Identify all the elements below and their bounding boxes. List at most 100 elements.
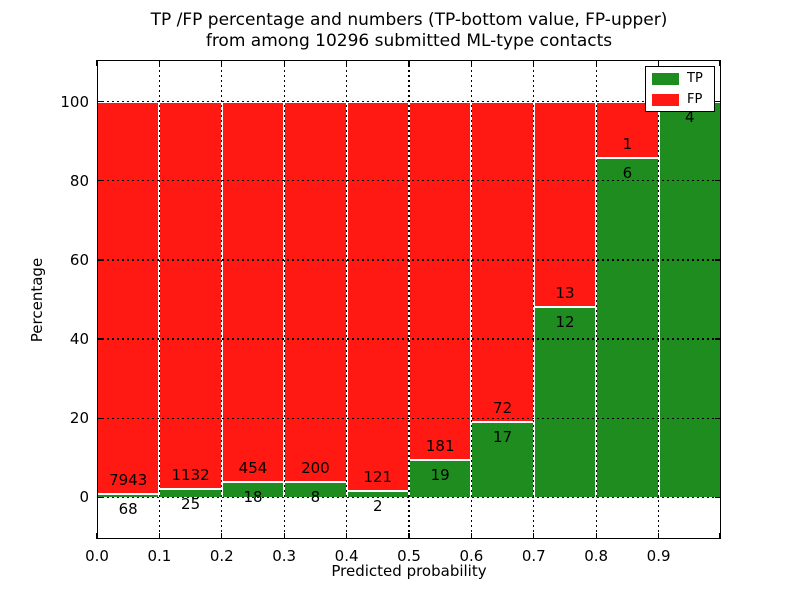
- fp-count-label: 181: [425, 436, 455, 455]
- axis-tick: [657, 60, 660, 66]
- axis-tick: [715, 180, 721, 182]
- axis-tick: [97, 180, 103, 182]
- gridline-vertical: [221, 60, 223, 539]
- tp-count-label: 4: [685, 107, 695, 126]
- bar-segment-fp: [159, 101, 222, 489]
- axis-tick: [595, 533, 597, 539]
- x-tick-label: 0.1: [147, 547, 172, 565]
- axis-tick: [715, 338, 721, 340]
- legend-swatch-tp: [652, 72, 679, 85]
- y-tick-label: 60: [69, 250, 89, 269]
- legend-label: FP: [687, 92, 703, 107]
- bar-segment-tp: [596, 158, 659, 498]
- chart-title-line2: from among 10296 submitted ML-type conta…: [205, 31, 613, 51]
- tp-count-label: 8: [310, 488, 321, 507]
- tp-count-label: 25: [181, 494, 201, 513]
- tp-count-label: 17: [493, 427, 513, 446]
- axis-tick: [657, 533, 660, 539]
- axis-tick: [715, 259, 721, 261]
- axis-tick: [345, 60, 348, 66]
- bar-segment-tp: [533, 307, 597, 498]
- axis-tick: [533, 533, 535, 539]
- tp-count-label: 68: [118, 500, 138, 519]
- axis-tick: [715, 496, 721, 499]
- axis-tick: [533, 60, 535, 66]
- bar-segment-fp: [346, 101, 409, 491]
- legend-entry: TP: [652, 69, 714, 88]
- bar-segment-fp: [533, 101, 597, 308]
- axis-tick: [97, 338, 103, 340]
- y-axis-label: Percentage: [28, 257, 46, 343]
- x-tick-label: 0.6: [459, 547, 484, 565]
- axis-tick: [221, 533, 223, 539]
- bar-segment-fp: [284, 101, 347, 483]
- plot-area: 7943 68 1132 25 454 18 200 8 121 2 181 19 72 17 13 12 1 6…: [96, 60, 721, 539]
- y-tick-label: 20: [69, 409, 89, 428]
- fp-count-label: 121: [363, 467, 393, 486]
- axis-tick: [97, 100, 103, 103]
- bar-segment-fp: [97, 101, 160, 495]
- x-tick-label: 0.9: [646, 547, 671, 565]
- bar-segment-fp: [409, 101, 472, 460]
- y-axis-label-wrap: Percentage: [28, 200, 48, 400]
- axis-tick: [470, 60, 473, 66]
- fp-count-label: 454: [238, 459, 268, 478]
- axis-tick: [97, 417, 103, 419]
- axis-tick: [221, 60, 223, 66]
- gridline-vertical: [657, 60, 660, 539]
- fp-count-label: 1132: [171, 465, 210, 484]
- chart-title-line1: TP /FP percentage and numbers (TP-bottom…: [150, 10, 668, 30]
- legend-entry: FP: [652, 90, 714, 109]
- gridline-vertical: [533, 60, 535, 539]
- fp-count-label: 200: [301, 459, 330, 478]
- gridline-vertical: [470, 60, 473, 539]
- axis-tick: [97, 496, 103, 499]
- axis-tick: [408, 533, 410, 539]
- bar-segment-tp: [658, 101, 721, 498]
- axis-tick: [718, 533, 721, 539]
- legend-label: TP: [687, 71, 703, 86]
- gridline-vertical: [158, 60, 161, 539]
- tp-count-label: 6: [622, 164, 633, 183]
- axis-tick: [97, 259, 103, 261]
- tp-count-label: 18: [243, 488, 263, 507]
- axis-tick: [718, 60, 721, 66]
- tp-count-label: 12: [555, 313, 575, 332]
- axis-tick: [470, 533, 473, 539]
- tp-count-label: 19: [430, 465, 450, 484]
- fp-count-label: 13: [555, 284, 575, 303]
- axis-tick: [715, 100, 721, 103]
- fp-count-label: 72: [493, 398, 513, 417]
- axis-tick: [345, 533, 348, 539]
- gridline-vertical: [595, 60, 597, 539]
- x-tick-label: 0.8: [584, 547, 609, 565]
- fp-count-label: 7943: [109, 471, 148, 490]
- x-tick-label: 0.3: [272, 547, 297, 565]
- fp-count-label: 1: [622, 135, 633, 154]
- chart-title: TP /FP percentage and numbers (TP-bottom…: [97, 10, 721, 52]
- x-tick-label: 0.5: [397, 547, 421, 565]
- axis-tick: [595, 60, 597, 66]
- y-tick-label: 100: [60, 92, 89, 111]
- legend: TP FP: [645, 66, 715, 112]
- axis-tick: [96, 533, 98, 539]
- x-tick-label: 0.2: [209, 547, 234, 565]
- bar-segment-tp: [471, 421, 534, 498]
- gridline-vertical: [408, 60, 410, 539]
- gridline-vertical: [283, 60, 285, 539]
- axis-tick: [158, 60, 161, 66]
- axis-tick: [408, 60, 410, 66]
- x-tick-label: 0.7: [521, 547, 546, 565]
- bar-segment-fp: [471, 101, 534, 422]
- axis-tick: [96, 60, 98, 66]
- axis-tick: [715, 417, 721, 419]
- y-tick-label: 40: [69, 330, 89, 349]
- y-tick-label: 0: [79, 488, 89, 507]
- axis-tick: [283, 60, 285, 66]
- gridline-vertical: [345, 60, 348, 539]
- x-tick-label: 0.0: [85, 547, 109, 565]
- bar-segment-fp: [221, 101, 285, 483]
- x-axis-label: Predicted probability: [331, 562, 487, 580]
- legend-swatch-fp: [652, 93, 679, 106]
